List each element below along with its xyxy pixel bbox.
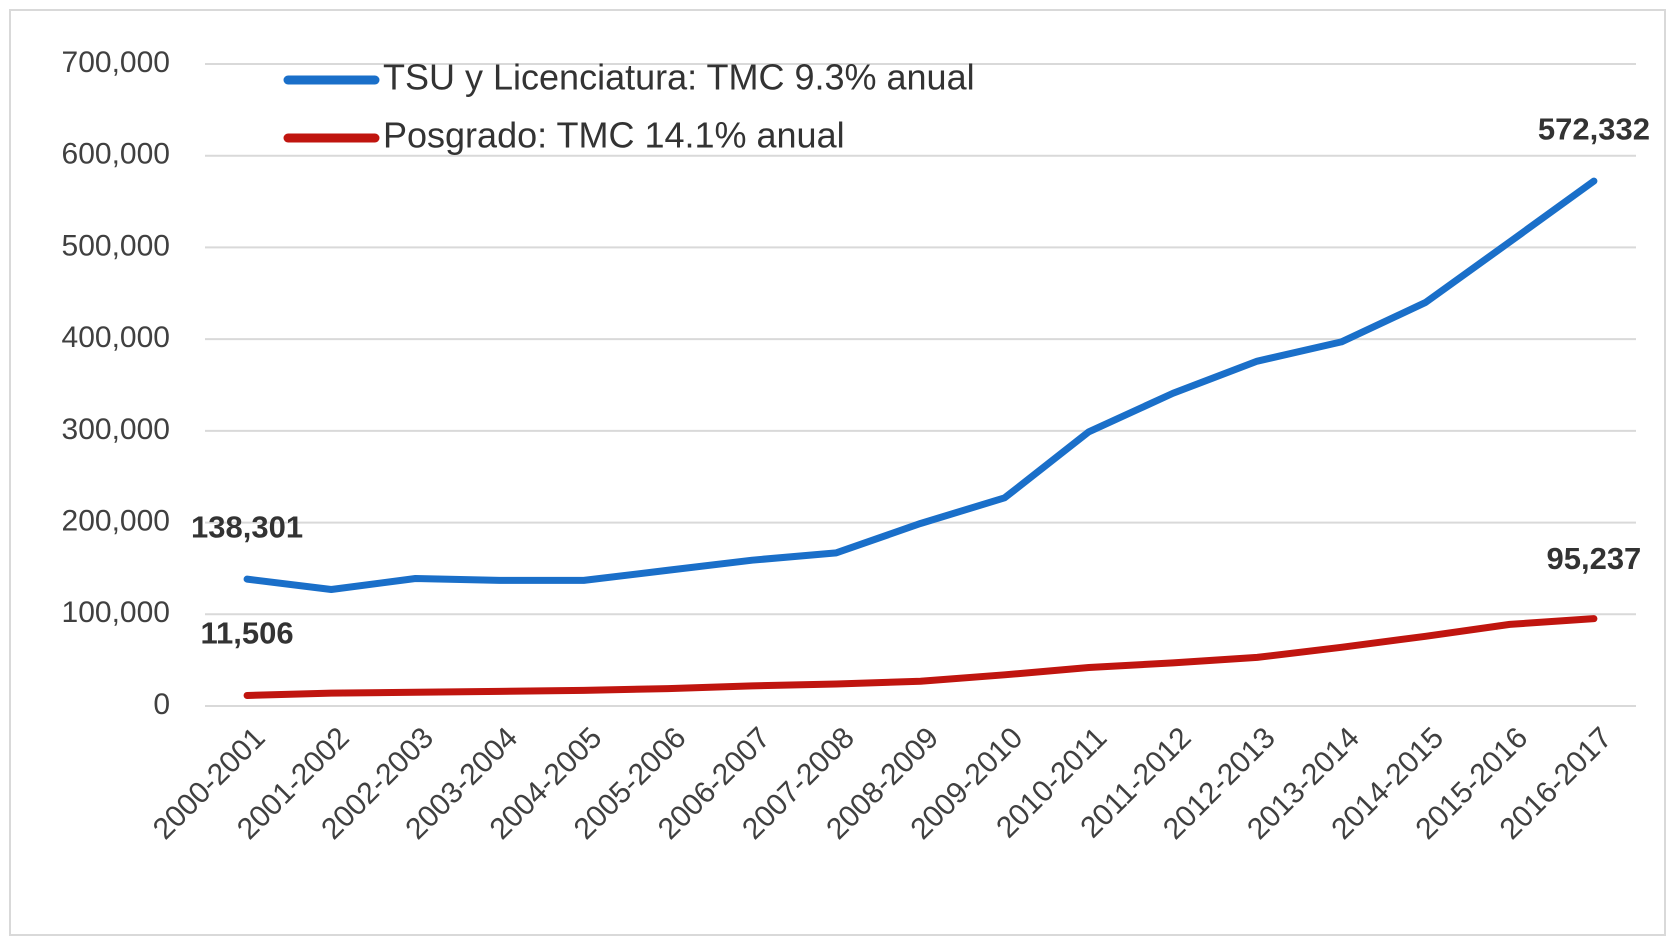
data-label: 95,237: [1546, 541, 1641, 576]
y-tick-label: 400,000: [62, 321, 170, 354]
legend-label: TSU y Licenciatura: TMC 9.3% anual: [383, 57, 975, 98]
y-tick-label: 600,000: [62, 138, 170, 171]
data-label: 572,332: [1538, 111, 1650, 146]
line-series: [243, 177, 1598, 594]
legend-label: Posgrado: TMC 14.1% anual: [383, 115, 845, 156]
data-label: 138,301: [191, 509, 303, 544]
data-label: 11,506: [201, 616, 294, 651]
y-tick-label: 300,000: [62, 413, 170, 446]
y-tick-label: 700,000: [62, 46, 170, 79]
y-tick-label: 200,000: [62, 504, 170, 537]
y-tick-label: 100,000: [62, 596, 170, 629]
y-tick-label: 500,000: [62, 229, 170, 262]
line-series: [243, 615, 1598, 699]
y-tick-label: 0: [153, 688, 170, 721]
chart-border: [9, 9, 1666, 936]
